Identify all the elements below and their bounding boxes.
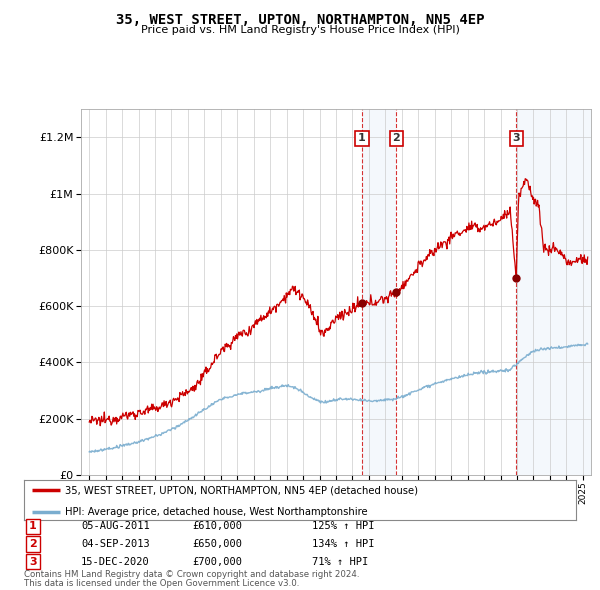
Text: 71% ↑ HPI: 71% ↑ HPI	[312, 557, 368, 566]
Text: 35, WEST STREET, UPTON, NORTHAMPTON, NN5 4EP: 35, WEST STREET, UPTON, NORTHAMPTON, NN5…	[116, 13, 484, 27]
Bar	[516, 109, 591, 475]
Text: 35, WEST STREET, UPTON, NORTHAMPTON, NN5 4EP (detached house): 35, WEST STREET, UPTON, NORTHAMPTON, NN5…	[65, 486, 418, 495]
Text: 05-AUG-2011: 05-AUG-2011	[81, 522, 150, 531]
Text: 2: 2	[392, 133, 400, 143]
Text: 15-DEC-2020: 15-DEC-2020	[81, 557, 150, 566]
Bar	[362, 109, 397, 475]
Text: Contains HM Land Registry data © Crown copyright and database right 2024.: Contains HM Land Registry data © Crown c…	[24, 571, 359, 579]
Text: HPI: Average price, detached house, West Northamptonshire: HPI: Average price, detached house, West…	[65, 507, 368, 517]
Text: 04-SEP-2013: 04-SEP-2013	[81, 539, 150, 549]
Text: This data is licensed under the Open Government Licence v3.0.: This data is licensed under the Open Gov…	[24, 579, 299, 588]
Text: 2: 2	[29, 539, 37, 549]
Text: 1: 1	[29, 522, 37, 531]
Text: 1: 1	[358, 133, 366, 143]
Text: £610,000: £610,000	[192, 522, 242, 531]
Text: 3: 3	[512, 133, 520, 143]
Text: £650,000: £650,000	[192, 539, 242, 549]
Text: 125% ↑ HPI: 125% ↑ HPI	[312, 522, 374, 531]
Text: 3: 3	[29, 557, 37, 566]
Text: Price paid vs. HM Land Registry's House Price Index (HPI): Price paid vs. HM Land Registry's House …	[140, 25, 460, 35]
Text: £700,000: £700,000	[192, 557, 242, 566]
Text: 134% ↑ HPI: 134% ↑ HPI	[312, 539, 374, 549]
